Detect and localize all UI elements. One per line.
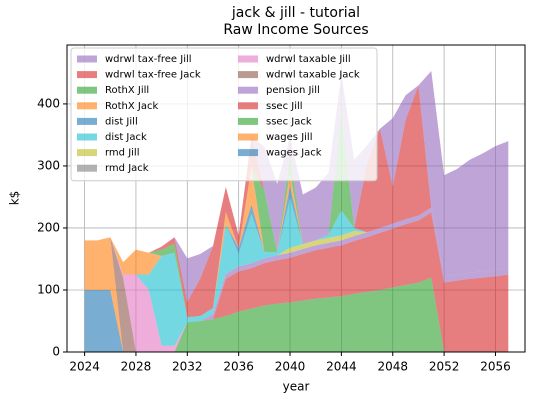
x-tick-label: 2036 [223, 360, 254, 374]
legend-swatch [77, 71, 97, 79]
legend-label: dist Jack [105, 132, 147, 143]
legend-label: RothX Jack [105, 101, 158, 112]
legend-label: wdrwl tax-free Jill [105, 54, 192, 65]
legend-swatch [77, 149, 97, 157]
y-tick-label: 300 [37, 158, 60, 172]
axes-frame [66, 44, 526, 353]
x-tick-label: 2040 [275, 360, 306, 374]
area [84, 212, 509, 352]
area [84, 71, 509, 302]
legend-label: ssec Jill [266, 101, 303, 112]
legend-label: wdrwl tax-free Jack [105, 70, 201, 81]
area [84, 237, 509, 352]
legend-swatch [238, 55, 258, 63]
legend-swatch [77, 102, 97, 110]
legend-swatch [238, 149, 258, 157]
x-tick-label: 2056 [480, 360, 511, 374]
legend-label: wages Jill [266, 132, 312, 143]
legend-swatch [77, 86, 97, 94]
chart-subtitle: Raw Income Sources [223, 22, 368, 38]
y-tick-label: 400 [37, 96, 60, 110]
legend-swatch [238, 86, 258, 94]
x-tick-label: 2044 [326, 360, 357, 374]
x-tick-label: 2028 [121, 360, 152, 374]
x-tick-label: 2048 [377, 360, 408, 374]
y-tick-label: 0 [52, 345, 60, 359]
legend-box [70, 47, 378, 182]
x-tick-label: 2032 [172, 360, 203, 374]
y-axis-label: k$ [8, 191, 22, 206]
x-axis-label: year [283, 380, 310, 394]
y-tick-label: 100 [37, 282, 60, 296]
legend-swatch [77, 55, 97, 63]
chart-title: jack & jill - tutorial [231, 5, 360, 21]
area [84, 207, 509, 352]
legend-swatch [238, 117, 258, 125]
legend-swatch [77, 133, 97, 141]
area [84, 85, 509, 318]
legend-swatch [77, 164, 97, 172]
legend-label: wdrwl taxable Jack [266, 70, 360, 81]
area [84, 198, 509, 346]
legend-label: wages Jack [266, 148, 322, 159]
legend-label: ssec Jack [266, 116, 312, 127]
legend-swatch [238, 71, 258, 79]
legend-swatch [238, 102, 258, 110]
legend-label: pension Jill [266, 85, 320, 96]
legend-swatch [77, 117, 97, 125]
legend-label: RothX Jill [105, 85, 149, 96]
legend-label: rmd Jack [105, 163, 149, 174]
x-tick-label: 2024 [69, 360, 100, 374]
legend-label: wdrwl taxable Jill [266, 54, 351, 65]
x-tick-label: 2052 [429, 360, 460, 374]
y-tick-label: 200 [37, 220, 60, 234]
legend-label: rmd Jill [105, 148, 140, 159]
legend-swatch [238, 133, 258, 141]
legend-label: dist Jill [105, 116, 138, 127]
